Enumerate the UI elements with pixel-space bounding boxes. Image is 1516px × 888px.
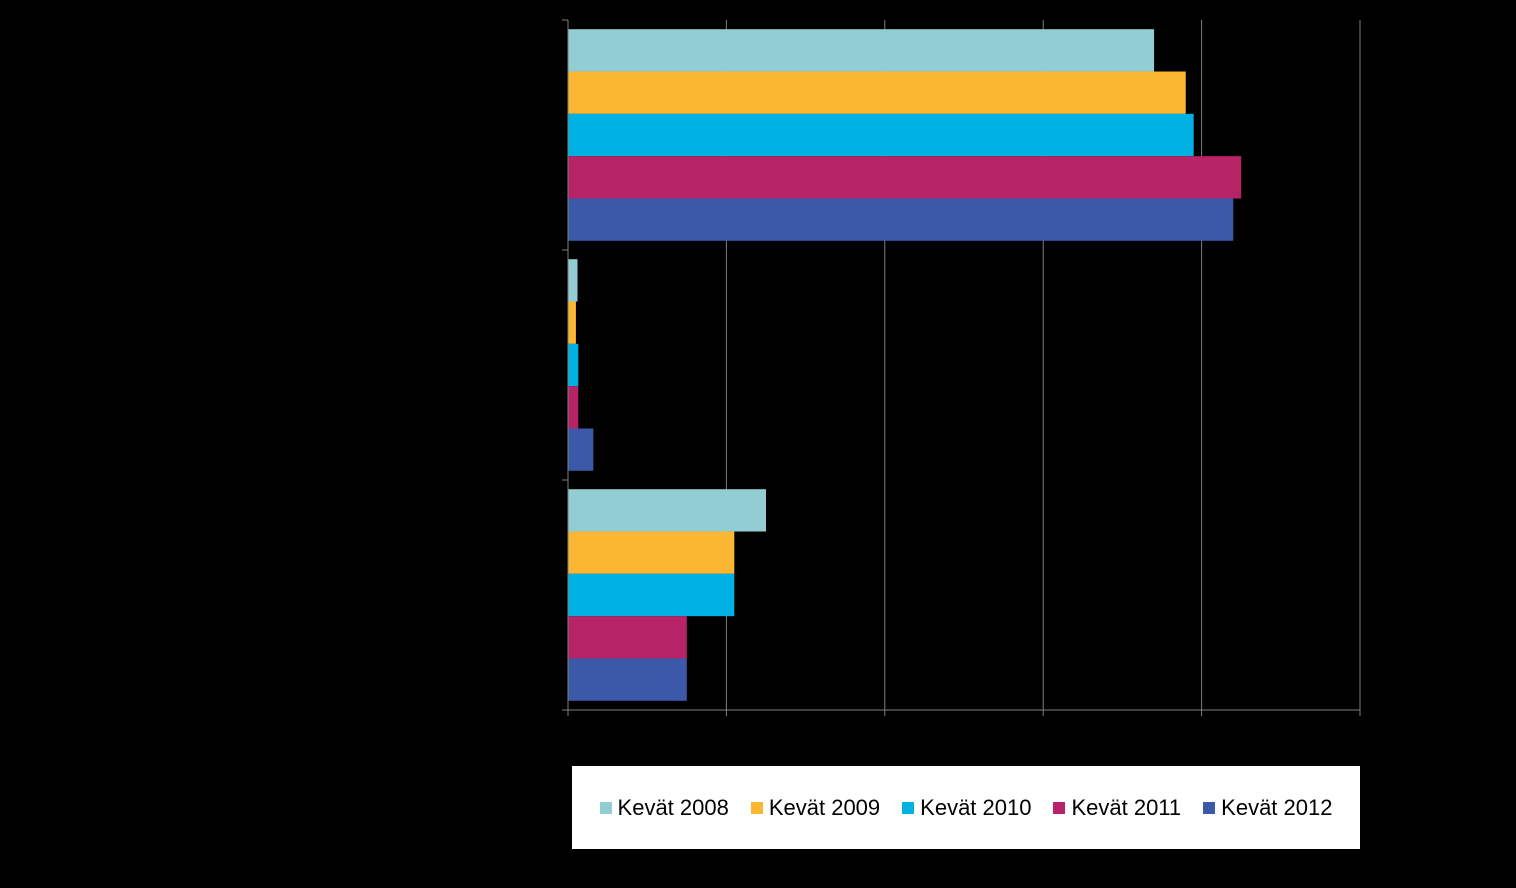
bar [568, 29, 1155, 72]
legend-item: Kevät 2008 [599, 794, 729, 821]
bar [568, 489, 766, 532]
legend-swatch [599, 801, 612, 814]
legend: Kevät 2008 Kevät 2009 Kevät 2010 Kevät 2011… [572, 766, 1360, 849]
legend-label: Kevät 2010 [920, 794, 1032, 820]
bars [568, 29, 1242, 701]
legend-swatch [750, 801, 763, 814]
legend-label: Kevät 2008 [617, 794, 729, 820]
bar [568, 113, 1194, 157]
legend-label: Kevät 2009 [768, 794, 881, 820]
bar [568, 343, 579, 387]
legend-item: Kevät 2012 [1203, 795, 1332, 821]
legend-swatch [1053, 801, 1066, 814]
bar [568, 428, 594, 471]
legend-swatch [1203, 801, 1216, 814]
bar [568, 301, 576, 344]
axes [562, 19, 1361, 716]
bar [568, 573, 735, 617]
bar [568, 616, 687, 659]
bar [568, 386, 579, 429]
bar [568, 259, 578, 302]
legend-swatch [902, 801, 915, 814]
legend-item: Kevät 2010 [902, 795, 1031, 821]
bar [568, 156, 1242, 199]
bar [568, 71, 1186, 114]
bar [568, 658, 687, 701]
bar [568, 531, 735, 574]
bar [568, 198, 1234, 241]
legend-item: Kevät 2009 [750, 794, 881, 821]
legend-label: Kevät 2011 [1071, 794, 1182, 820]
legend-label: Kevät 2012 [1221, 794, 1333, 820]
legend-item: Kevät 2011 [1053, 795, 1181, 821]
